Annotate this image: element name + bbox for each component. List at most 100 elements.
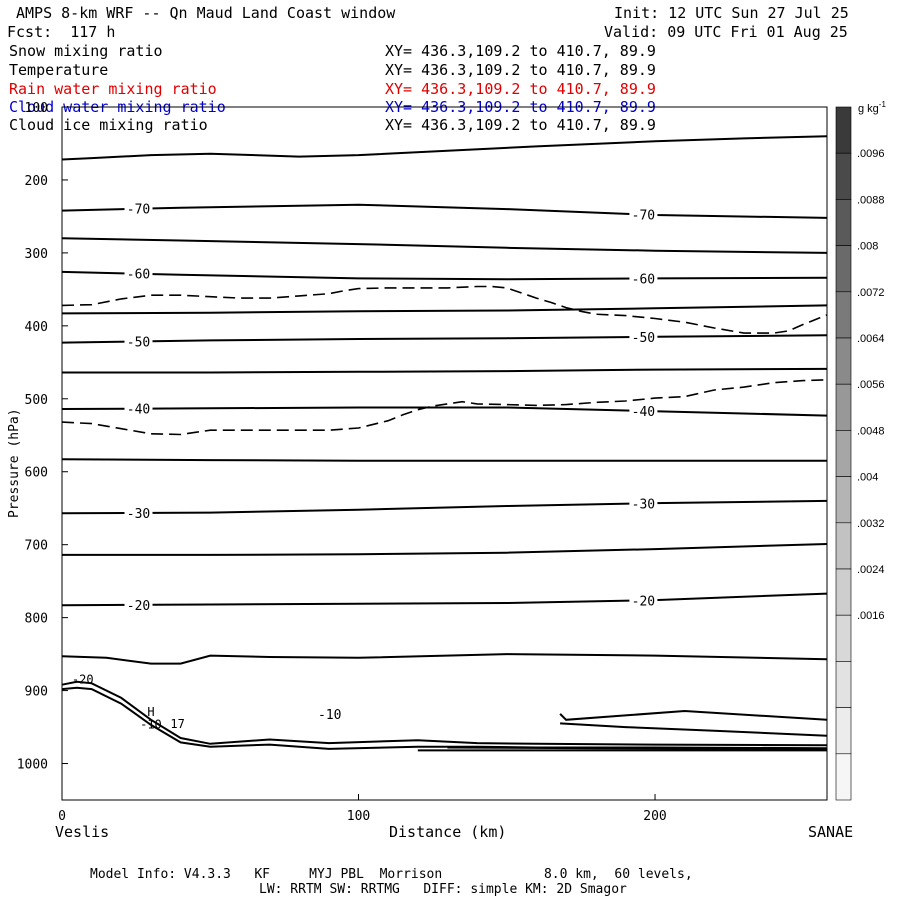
- colorbar-label: .0024: [857, 564, 885, 576]
- dashed-contour-line: [61, 379, 828, 436]
- isotherm-line: [61, 135, 828, 161]
- isotherm-line: [61, 334, 828, 344]
- terrain-line: [61, 680, 828, 747]
- footer-model-info: Model Info: V4.3.3 KF MYJ PBL Morrison 8…: [90, 867, 693, 882]
- colorbar-swatch: [835, 383, 852, 431]
- colorbar: .0096 .0088 .008 .0072 .0064 .0056 .0048 .004 .0…: [835, 106, 885, 801]
- isotherm-line: [559, 709, 828, 721]
- colorbar-label: .008: [857, 241, 878, 253]
- isotherm-line: [61, 304, 828, 315]
- isotherm-label-bg: [629, 206, 658, 222]
- isotherm-label: -60: [127, 268, 150, 283]
- legend-cloud-ice-name: Cloud ice mixing ratio: [9, 116, 208, 134]
- y-axis-label: Pressure (hPa): [7, 408, 22, 518]
- isotherm-line: [61, 406, 828, 417]
- colorbar-swatch: [835, 568, 852, 616]
- isotherm-label: -20: [632, 594, 655, 609]
- isotherm-label-bg: [629, 402, 658, 418]
- y-tick-label: 200: [25, 174, 48, 189]
- x-tick-label: 200: [643, 809, 666, 824]
- y-tick-label: 1000: [17, 758, 48, 773]
- isotherm-label: -70: [127, 203, 150, 218]
- footer-physics-info: LW: RRTM SW: RRTMG DIFF: simple KM: 2D S…: [259, 882, 627, 897]
- isotherm-line: [61, 270, 828, 281]
- isotherm-label: -10: [318, 708, 341, 723]
- isotherm-line: [61, 458, 827, 462]
- isotherm-label: -30: [127, 507, 150, 522]
- x-tick-label: 0: [58, 809, 66, 824]
- x-axis-label: Distance (km): [389, 823, 507, 841]
- isotherm-label: -50: [127, 335, 150, 350]
- y-tick-label: 900: [25, 685, 48, 700]
- x-tick-label: 100: [347, 809, 370, 824]
- isotherm-label-bg: [124, 265, 153, 281]
- left-endpoint-label: Veslis: [55, 823, 110, 841]
- legend-temperature-xy: XY= 436.3,109.2 to 410.7, 89.9: [385, 61, 656, 79]
- legend-snow-name: Snow mixing ratio: [9, 42, 163, 60]
- legend-rain-xy: XY= 436.3,109.2 to 410.7, 89.9: [385, 80, 656, 98]
- colorbar-label: .0016: [857, 610, 885, 622]
- y-tick-label: 700: [25, 539, 48, 554]
- isotherm-line: [62, 543, 828, 556]
- colorbar-swatch: [835, 245, 852, 293]
- isotherm-line: [61, 203, 828, 219]
- colorbar-label: .0032: [857, 518, 885, 530]
- isotherm-label-bg: [124, 333, 153, 349]
- legend-rain-name: Rain water mixing ratio: [9, 80, 217, 98]
- y-tick-label: 100: [25, 101, 48, 116]
- isotherm-label-bg: [124, 596, 153, 612]
- forecast-hour: Fcst: 117 h: [7, 23, 116, 41]
- colorbar-swatch: [835, 661, 852, 708]
- colorbar-label: .004: [857, 472, 878, 484]
- contour-labels: -20 H-10 17: [72, 672, 185, 731]
- legend-temperature-name: Temperature: [9, 61, 109, 79]
- colorbar-swatch: [835, 522, 852, 570]
- y-axis: 100 200 300 400 500 600 700 800 900 1000: [17, 101, 68, 773]
- isotherm-label-bg: [124, 200, 153, 216]
- isotherm-label-bg: [124, 400, 153, 416]
- colorbar-label: .0088: [857, 194, 885, 206]
- contour-text-label: 17: [170, 717, 184, 731]
- colorbar-swatch: [835, 337, 852, 385]
- init-time: Init: 12 UTC Sun 27 Jul 25: [614, 4, 849, 22]
- isotherm-label: -40: [127, 403, 150, 418]
- contour-text-label: H: [147, 705, 154, 719]
- colorbar-label: .0056: [857, 379, 885, 391]
- colorbar-label: .0096: [857, 148, 885, 160]
- isotherm-line: [560, 722, 828, 737]
- colorbar-swatch: [835, 106, 852, 154]
- isotherm-line: [61, 653, 828, 665]
- isotherm-label: -20: [127, 599, 150, 614]
- colorbar-label: .0048: [857, 425, 885, 437]
- y-tick-label: 500: [25, 393, 48, 408]
- legend-snow-xy: XY= 436.3,109.2 to 410.7, 89.9: [385, 42, 656, 60]
- isotherm-label: -70: [632, 209, 655, 224]
- colorbar-label: .0064: [857, 333, 885, 345]
- isotherm-line: [61, 592, 828, 607]
- isotherm-label: -40: [632, 405, 655, 420]
- y-tick-label: 600: [25, 466, 48, 481]
- colorbar-swatch: [835, 430, 852, 477]
- right-endpoint-label: SANAE: [808, 823, 854, 841]
- dashed-contours: [61, 285, 828, 436]
- colorbar-swatch: [835, 199, 852, 246]
- valid-time: Valid: 09 UTC Fri 01 Aug 25: [604, 23, 848, 41]
- y-tick-label: 800: [25, 612, 48, 627]
- colorbar-swatch: [835, 291, 852, 339]
- colorbar-swatch: [835, 753, 852, 801]
- plot-frame: [61, 106, 828, 801]
- isotherm-label-bg: [629, 592, 658, 608]
- colorbar-swatch: [835, 707, 852, 755]
- isotherm-label-bg: [629, 328, 658, 344]
- isotherm-label-bg: [124, 504, 153, 520]
- temperature-isotherms: -70 -70 -60 -60 -50 -50 -40 -40 -30 -30 -20 -20 -10: [61, 135, 828, 737]
- isotherm-label: -60: [632, 272, 655, 287]
- colorbar-swatch: [835, 614, 852, 662]
- isotherm-line: [61, 237, 828, 254]
- colorbar-swatch: [835, 152, 852, 200]
- isotherm-label-bg: [629, 495, 658, 511]
- chart-title: AMPS 8-km WRF -- Qn Maud Land Coast wind…: [16, 4, 396, 22]
- colorbar-unit: g kg-1: [858, 100, 886, 115]
- isotherm-line: [61, 499, 828, 515]
